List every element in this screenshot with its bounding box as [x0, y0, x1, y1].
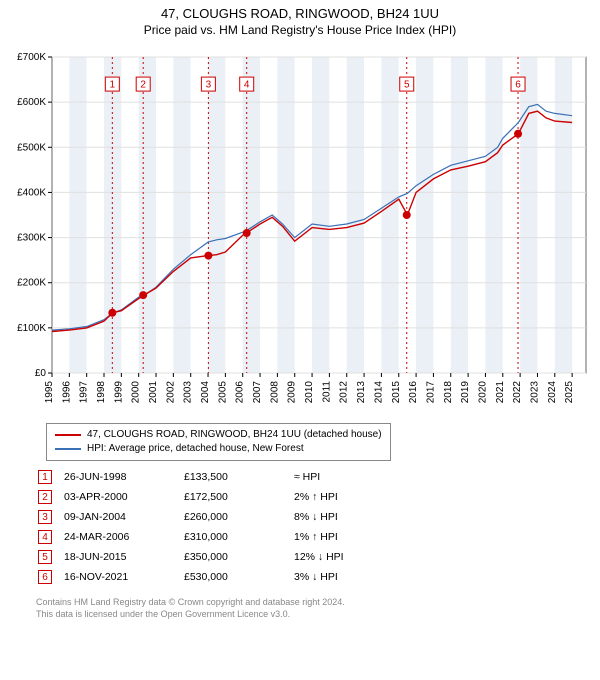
svg-text:6: 6	[515, 80, 521, 91]
price-chart: £0 £100K £200K £300K £400K £500K £600K £700K 199…	[6, 45, 594, 415]
svg-text:2019: 2019	[460, 381, 471, 404]
tx-delta: 2% ↑ HPI	[292, 487, 354, 507]
table-row: 3 09-JAN-2004£260,0008% ↓ HPI	[36, 507, 354, 527]
svg-text:2011: 2011	[321, 381, 332, 403]
svg-text:1999: 1999	[113, 381, 124, 404]
tx-index: 1	[38, 470, 52, 484]
svg-text:£500K: £500K	[17, 142, 46, 153]
tx-price: £350,000	[182, 547, 292, 567]
svg-text:2010: 2010	[304, 381, 315, 404]
svg-text:2013: 2013	[356, 381, 367, 404]
tx-date: 09-JAN-2004	[62, 507, 182, 527]
svg-text:2018: 2018	[443, 381, 454, 404]
table-row: 2 03-APR-2000£172,5002% ↑ HPI	[36, 487, 354, 507]
svg-text:2014: 2014	[373, 381, 384, 404]
svg-text:2003: 2003	[183, 381, 194, 404]
tx-index: 6	[38, 570, 52, 584]
transactions-table: 1 26-JUN-1998£133,500≈ HPI 2 03-APR-2000£17…	[36, 467, 354, 587]
tx-index: 4	[38, 530, 52, 544]
svg-text:2005: 2005	[217, 381, 228, 404]
svg-text:2002: 2002	[165, 381, 176, 404]
svg-text:2008: 2008	[269, 381, 280, 404]
tx-price: £133,500	[182, 467, 292, 487]
svg-text:2020: 2020	[477, 381, 488, 404]
table-row: 1 26-JUN-1998£133,500≈ HPI	[36, 467, 354, 487]
tx-price: £260,000	[182, 507, 292, 527]
legend: 47, CLOUGHS ROAD, RINGWOOD, BH24 1UU (de…	[46, 423, 391, 461]
tx-index: 2	[38, 490, 52, 504]
svg-text:£200K: £200K	[17, 278, 46, 289]
svg-text:1996: 1996	[61, 381, 72, 404]
legend-item: HPI: Average price, detached house, New …	[55, 442, 382, 456]
svg-text:2001: 2001	[148, 381, 159, 404]
svg-text:2007: 2007	[252, 381, 263, 404]
tx-date: 16-NOV-2021	[62, 567, 182, 587]
svg-text:2015: 2015	[391, 381, 402, 404]
tx-index: 5	[38, 550, 52, 564]
svg-text:2025: 2025	[564, 381, 575, 404]
svg-text:2023: 2023	[529, 381, 540, 404]
page-title: 47, CLOUGHS ROAD, RINGWOOD, BH24 1UU	[6, 6, 594, 21]
page-subtitle: Price paid vs. HM Land Registry's House …	[6, 23, 594, 37]
svg-text:1: 1	[110, 80, 116, 91]
svg-text:1997: 1997	[79, 381, 90, 404]
tx-index: 3	[38, 510, 52, 524]
table-row: 4 24-MAR-2006£310,0001% ↑ HPI	[36, 527, 354, 547]
tx-delta: ≈ HPI	[292, 467, 354, 487]
tx-date: 24-MAR-2006	[62, 527, 182, 547]
svg-text:2024: 2024	[547, 381, 558, 404]
svg-text:2016: 2016	[408, 381, 419, 404]
tx-delta: 1% ↑ HPI	[292, 527, 354, 547]
svg-text:2006: 2006	[235, 381, 246, 404]
svg-text:£700K: £700K	[17, 52, 46, 63]
svg-text:2017: 2017	[425, 381, 436, 404]
tx-date: 03-APR-2000	[62, 487, 182, 507]
svg-text:3: 3	[206, 80, 212, 91]
svg-text:5: 5	[404, 80, 410, 91]
tx-price: £530,000	[182, 567, 292, 587]
tx-price: £310,000	[182, 527, 292, 547]
table-row: 5 18-JUN-2015£350,00012% ↓ HPI	[36, 547, 354, 567]
tx-delta: 12% ↓ HPI	[292, 547, 354, 567]
tx-delta: 3% ↓ HPI	[292, 567, 354, 587]
svg-text:2009: 2009	[287, 381, 298, 404]
footnote: Contains HM Land Registry data © Crown c…	[36, 597, 594, 620]
tx-date: 26-JUN-1998	[62, 467, 182, 487]
svg-text:4: 4	[244, 80, 250, 91]
svg-text:£100K: £100K	[17, 323, 46, 334]
svg-text:2: 2	[140, 80, 146, 91]
svg-text:£300K: £300K	[17, 233, 46, 244]
svg-text:2000: 2000	[131, 381, 142, 404]
tx-price: £172,500	[182, 487, 292, 507]
tx-delta: 8% ↓ HPI	[292, 507, 354, 527]
table-row: 6 16-NOV-2021£530,0003% ↓ HPI	[36, 567, 354, 587]
svg-text:1998: 1998	[96, 381, 107, 404]
tx-date: 18-JUN-2015	[62, 547, 182, 567]
svg-text:2022: 2022	[512, 381, 523, 404]
svg-text:2012: 2012	[339, 381, 350, 404]
svg-text:1995: 1995	[44, 381, 55, 404]
svg-text:£0: £0	[35, 368, 47, 379]
legend-item: 47, CLOUGHS ROAD, RINGWOOD, BH24 1UU (de…	[55, 428, 382, 442]
svg-text:2004: 2004	[200, 381, 211, 404]
svg-text:£400K: £400K	[17, 187, 46, 198]
svg-text:2021: 2021	[495, 381, 506, 404]
svg-text:£600K: £600K	[17, 97, 46, 108]
